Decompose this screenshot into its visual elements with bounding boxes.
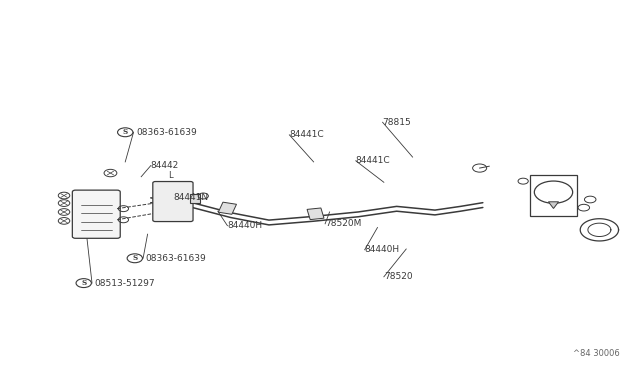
Text: 84440H: 84440H — [365, 245, 400, 254]
Polygon shape — [548, 202, 559, 208]
Bar — [529, 175, 577, 216]
Text: L: L — [168, 171, 173, 180]
Polygon shape — [307, 208, 324, 219]
Text: 84441C: 84441C — [356, 156, 390, 165]
Text: 84440H: 84440H — [227, 221, 262, 230]
Text: ^84 30006: ^84 30006 — [573, 349, 620, 358]
FancyBboxPatch shape — [153, 182, 193, 222]
Text: 84441C: 84441C — [289, 130, 324, 140]
Text: 08363-61639: 08363-61639 — [146, 254, 207, 263]
Text: S: S — [81, 279, 86, 287]
Text: 08363-61639: 08363-61639 — [136, 128, 197, 137]
Text: 78520: 78520 — [384, 272, 413, 281]
Text: 78520M: 78520M — [325, 219, 362, 228]
Polygon shape — [218, 202, 237, 214]
Text: 78815: 78815 — [383, 118, 412, 127]
Text: S: S — [132, 254, 138, 262]
Text: 08513-51297: 08513-51297 — [95, 279, 155, 288]
Polygon shape — [191, 194, 200, 203]
Text: 84441N: 84441N — [173, 193, 208, 202]
FancyBboxPatch shape — [72, 190, 120, 238]
Text: S: S — [123, 128, 128, 136]
Text: 84442: 84442 — [151, 161, 179, 170]
